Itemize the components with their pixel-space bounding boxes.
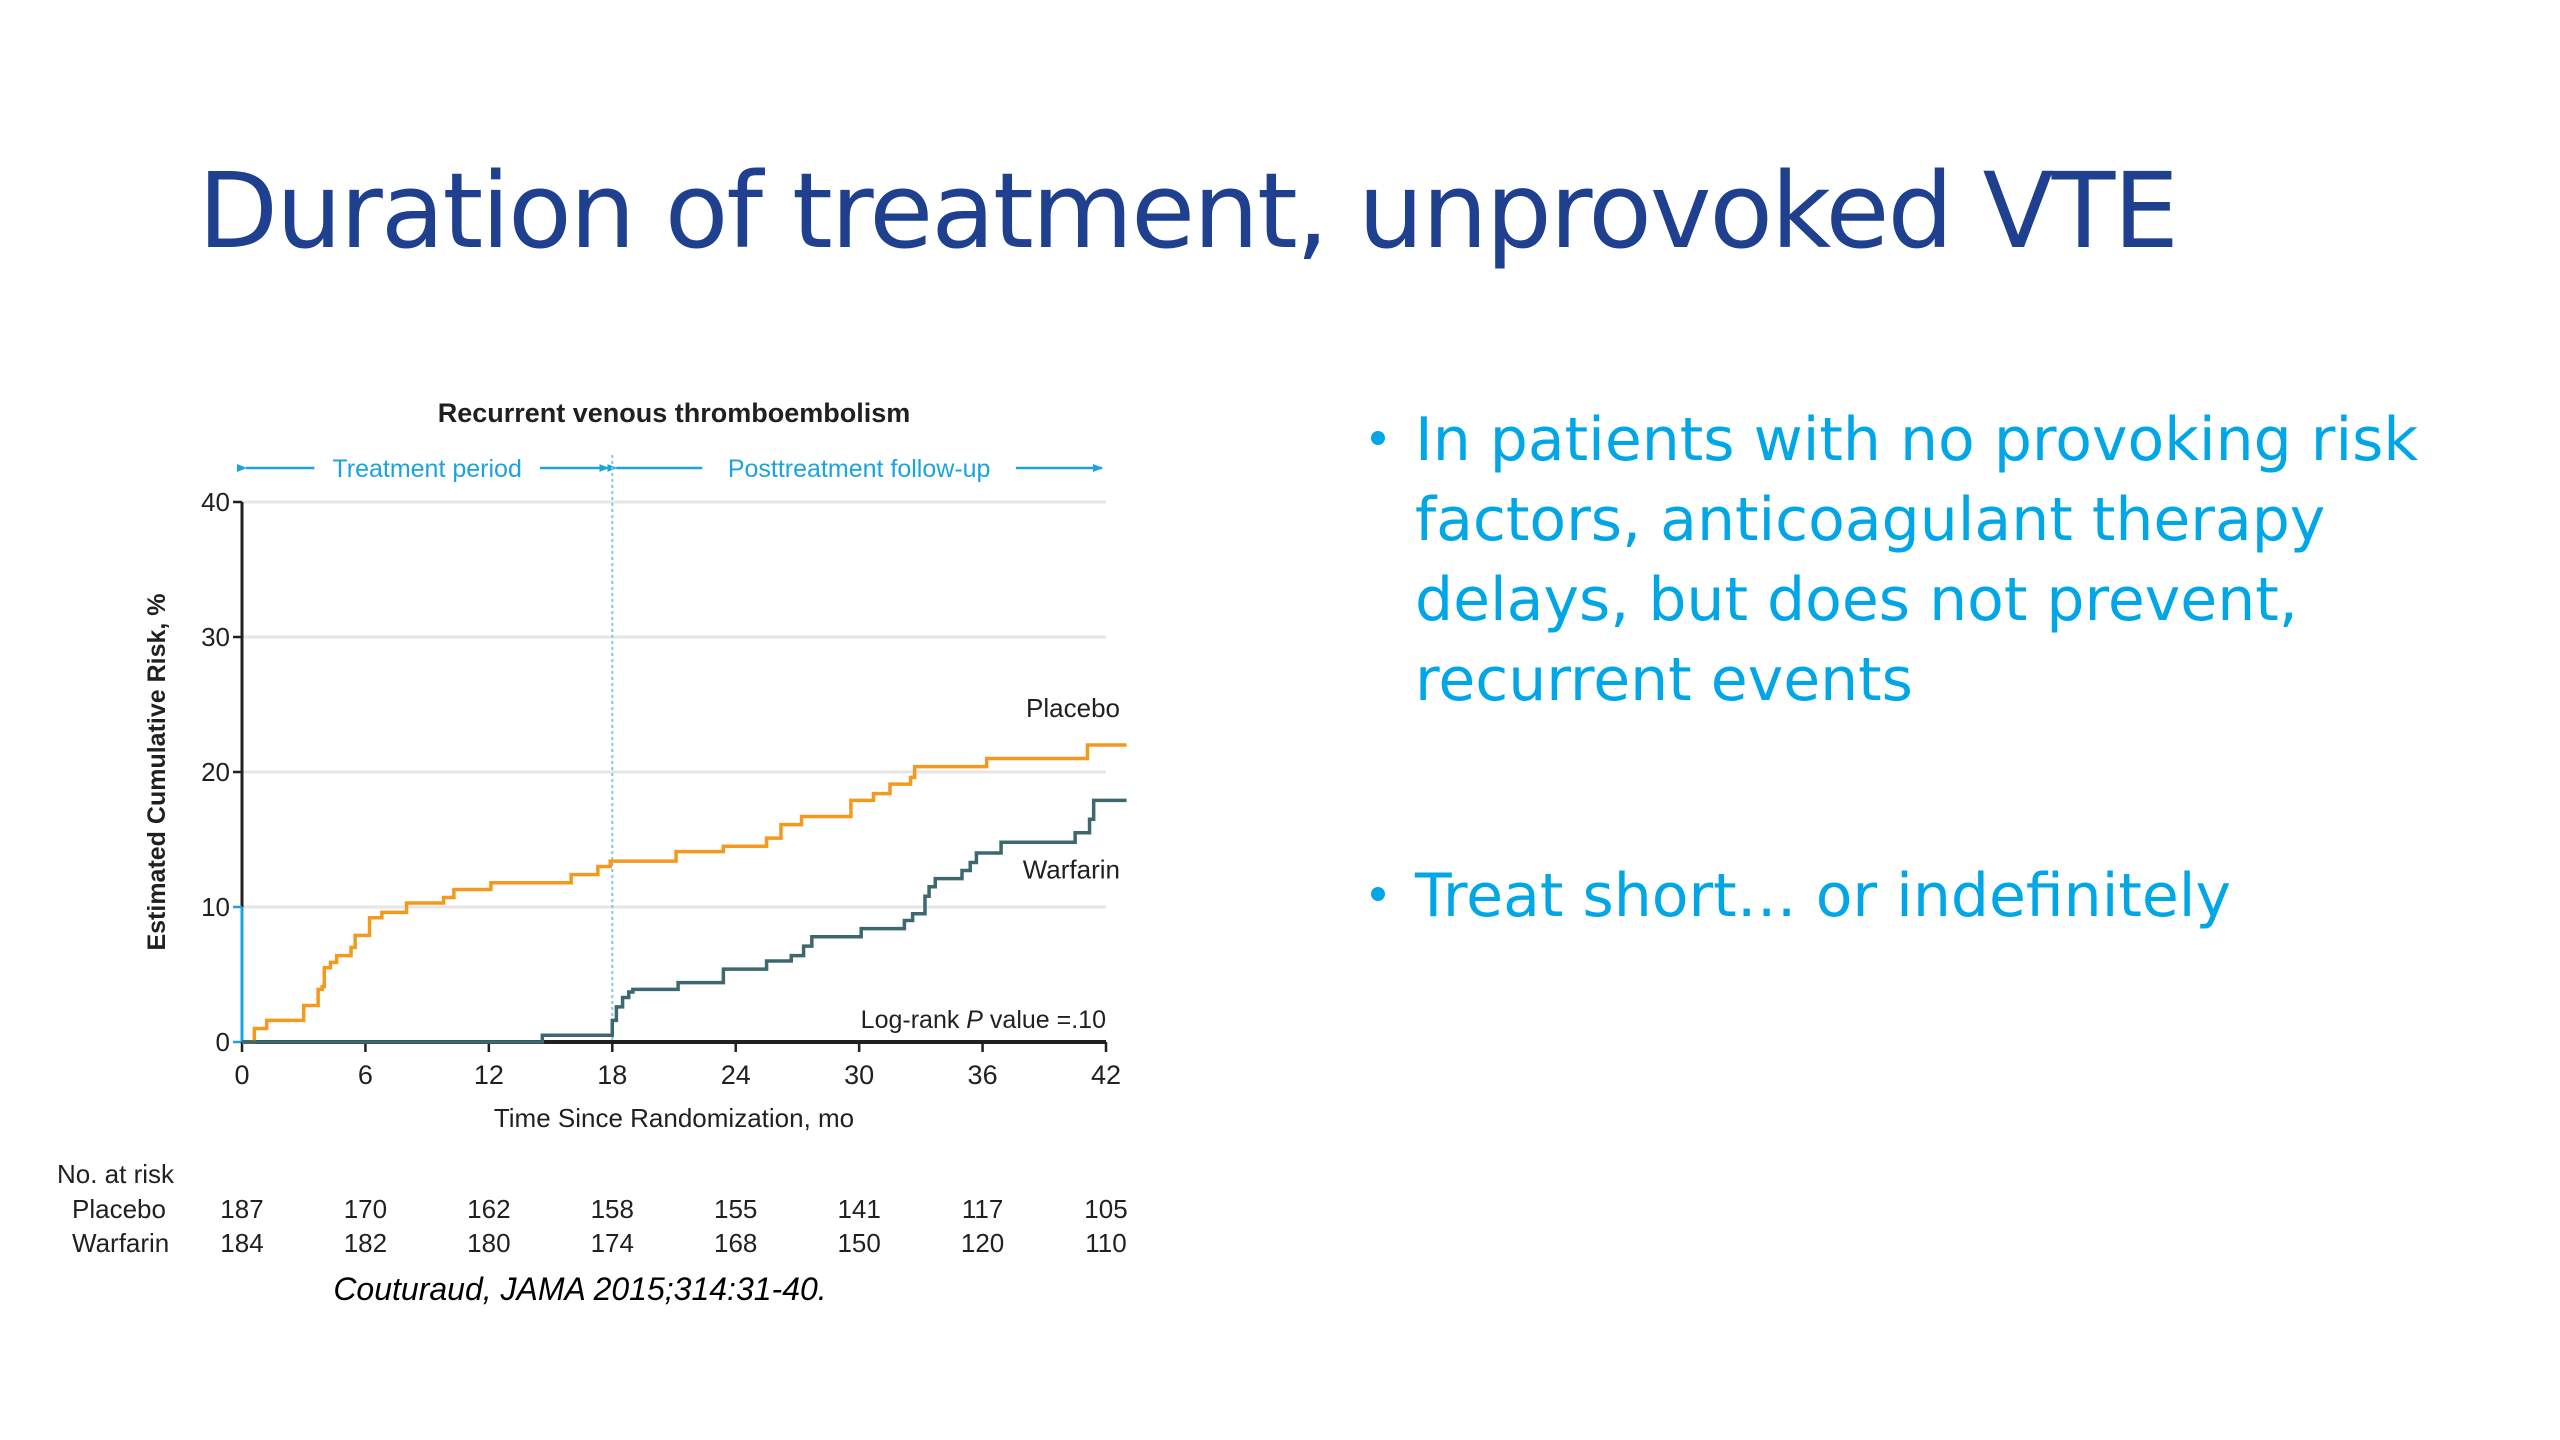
risk-table-cell: 182 xyxy=(344,1228,387,1258)
series-label-warfarin: Warfarin xyxy=(1023,854,1120,884)
y-tick-label: 30 xyxy=(201,622,230,652)
citation: Couturaud, JAMA 2015;314:31-40. xyxy=(333,1271,826,1307)
risk-table-cell: 184 xyxy=(220,1228,263,1258)
x-tick-label: 0 xyxy=(234,1060,249,1090)
bullet-item: In patients with no provoking risk facto… xyxy=(1365,400,2465,720)
risk-table-cell: 158 xyxy=(591,1194,634,1224)
risk-table-cell: 174 xyxy=(591,1228,634,1258)
y-tick-label: 0 xyxy=(216,1027,230,1057)
series-label-placebo: Placebo xyxy=(1026,693,1120,723)
x-tick-label: 18 xyxy=(597,1060,627,1090)
bullet-dot-icon xyxy=(1371,431,1385,445)
risk-table-header: No. at risk xyxy=(57,1159,175,1189)
y-tick-label: 40 xyxy=(201,487,230,517)
slide-title: Duration of treatment, unprovoked VTE xyxy=(198,150,2179,272)
bullet-item: Treat short… or indefinitely xyxy=(1365,856,2465,936)
x-tick-label: 30 xyxy=(844,1060,874,1090)
logrank-annotation: Log-rank P value =.10 xyxy=(861,1006,1106,1034)
risk-table-cell: 110 xyxy=(1085,1228,1126,1258)
bullet-text: In patients with no provoking risk facto… xyxy=(1415,405,2419,715)
chart-title: Recurrent venous thromboembolism xyxy=(438,398,911,428)
series-line-placebo xyxy=(242,743,1127,1044)
risk-table: No. at risk Placebo 187 170 162 158 155 141 117 1… xyxy=(57,1159,1128,1258)
risk-table-cell: 180 xyxy=(467,1228,510,1258)
period-label: Treatment period xyxy=(332,455,521,483)
x-tick-label: 6 xyxy=(358,1060,373,1090)
risk-table-cell: 120 xyxy=(961,1228,1004,1258)
bullet-text: Treat short… or indefinitely xyxy=(1415,861,2231,931)
risk-table-cell: 117 xyxy=(962,1194,1003,1224)
x-tick-label: 36 xyxy=(968,1060,998,1090)
bullet-list: In patients with no provoking risk facto… xyxy=(1365,400,2465,936)
y-axis-label: Estimated Cumulative Risk, % xyxy=(143,593,171,950)
period-label: Posttreatment follow-up xyxy=(728,455,991,483)
axes: 0 10 20 30 40 0 6 12 18 24 30 36 42 xyxy=(201,487,1121,1090)
risk-table-row-label: Placebo xyxy=(72,1194,166,1224)
risk-table-cell: 105 xyxy=(1084,1194,1127,1224)
series-group xyxy=(242,743,1127,1044)
risk-table-cell: 155 xyxy=(714,1194,757,1224)
risk-table-cell: 187 xyxy=(220,1194,263,1224)
risk-table-cell: 141 xyxy=(837,1194,880,1224)
risk-table-cell: 168 xyxy=(714,1228,757,1258)
x-tick-label: 24 xyxy=(721,1060,751,1090)
risk-table-cell: 150 xyxy=(837,1228,880,1258)
risk-table-cell: 170 xyxy=(344,1194,387,1224)
series-line-warfarin xyxy=(242,798,1127,1044)
gridlines xyxy=(242,500,1106,909)
y-tick-label: 10 xyxy=(201,892,230,922)
x-tick-label: 12 xyxy=(474,1060,504,1090)
x-tick-label: 42 xyxy=(1091,1060,1121,1090)
x-axis-label: Time Since Randomization, mo xyxy=(494,1103,854,1133)
y-tick-label: 20 xyxy=(201,757,230,787)
risk-table-cell: 162 xyxy=(467,1194,510,1224)
risk-table-row-label: Warfarin xyxy=(72,1228,169,1258)
bullet-dot-icon xyxy=(1371,887,1385,901)
series-labels: Placebo Warfarin xyxy=(1023,693,1120,884)
period-indicators: Treatment period Posttreatment follow-up xyxy=(237,455,1103,1042)
